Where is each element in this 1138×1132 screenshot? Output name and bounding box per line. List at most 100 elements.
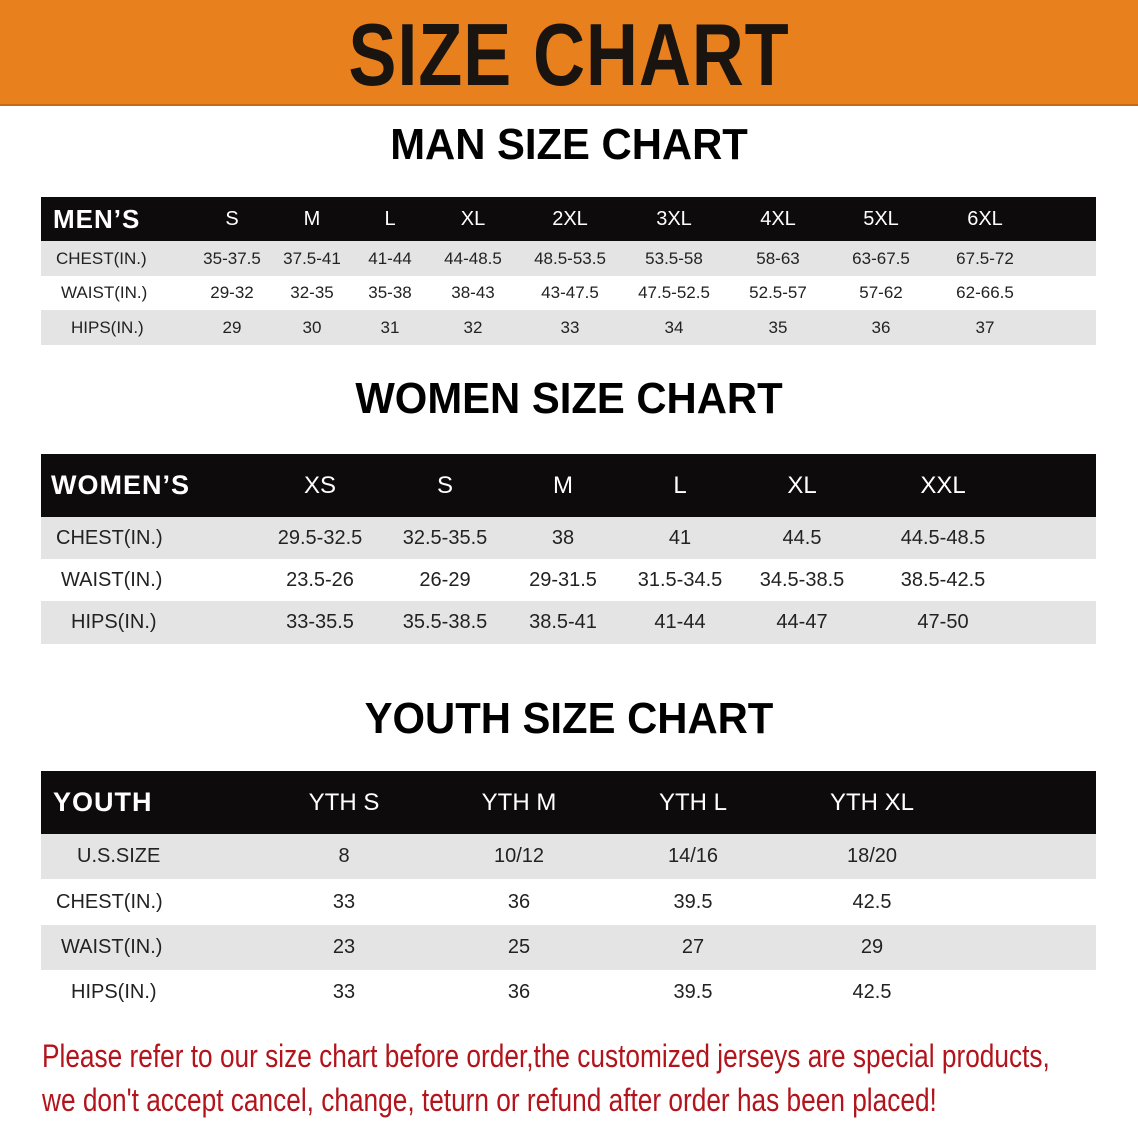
table-cell: 39.5 — [673, 981, 713, 1003]
table-row: WAIST(IN.) 23 25 27 29 — [41, 925, 1096, 970]
table-cell: 57-62 — [859, 283, 903, 302]
table-cell: 62-66.5 — [956, 283, 1014, 302]
header-label: WOMEN’S — [51, 470, 190, 500]
table-cell: 32-35 — [290, 283, 334, 302]
table-cell: 25 — [507, 936, 531, 958]
size-header: 2XL — [552, 207, 588, 230]
table-cell: 32 — [463, 317, 483, 337]
table-cell: 53.5-58 — [645, 248, 703, 268]
table-cell: 67.5-72 — [956, 248, 1014, 268]
table-cell: 35-37.5 — [203, 248, 261, 268]
men-size-table: MEN’S S M L XL 2XL 3XL 4XL 5XL 6XL CHEST(IN.) 35-37… — [41, 197, 1096, 345]
size-header: 3XL — [656, 207, 692, 230]
size-header: L — [673, 471, 687, 499]
size-header: 5XL — [863, 207, 899, 230]
table-row: HIPS(IN.) 33 36 39.5 42.5 — [41, 970, 1096, 1015]
table-cell: 52.5-57 — [749, 283, 807, 302]
table-cell: 44-47 — [776, 611, 828, 633]
header-row: MEN’S S M L XL 2XL 3XL 4XL 5XL 6XL — [41, 197, 1096, 241]
table-cell: 31 — [380, 317, 400, 337]
size-header: M — [553, 471, 573, 499]
size-header: XL — [787, 471, 817, 499]
size-header: M — [303, 207, 321, 230]
table-cell: 38-43 — [451, 283, 495, 302]
table-row: HIPS(IN.) 29 30 31 32 33 34 35 36 37 — [41, 310, 1096, 345]
table-cell: 26-29 — [419, 568, 471, 591]
table-row: CHEST(IN.) 33 36 39.5 42.5 — [41, 879, 1096, 925]
table-cell: 48.5-53.5 — [534, 248, 606, 268]
table-cell: 36 — [507, 890, 531, 913]
table-cell: 42.5 — [852, 981, 892, 1003]
table-cell: 37.5-41 — [283, 248, 341, 268]
table-cell: 43-47.5 — [541, 283, 599, 302]
size-header: 6XL — [967, 207, 1003, 230]
table-cell: 36 — [507, 981, 531, 1003]
table-cell: 47-50 — [917, 611, 969, 633]
table-cell: 39.5 — [673, 890, 713, 913]
table-cell: 63-67.5 — [852, 248, 910, 268]
table-row: U.S.SIZE 8 10/12 14/16 18/20 — [41, 834, 1096, 879]
size-header: L — [384, 207, 396, 230]
table-cell: 29-32 — [210, 283, 254, 302]
table-row: CHEST(IN.) 35-37.5 37.5-41 41-44 44-48.5 48.5… — [41, 241, 1096, 276]
table-cell: 58-63 — [756, 248, 800, 268]
table-row: CHEST(IN.) 29.5-32.5 32.5-35.5 38 41 44.5 44.5… — [41, 517, 1096, 559]
table-cell: 29 — [222, 317, 242, 337]
size-header: XXL — [920, 471, 966, 499]
header-row: WOMEN’S XS S M L XL XXL — [41, 454, 1096, 517]
table-cell: 33 — [560, 317, 580, 337]
men-section-title: MAN SIZE CHART — [390, 120, 748, 169]
table-cell: 38.5-41 — [529, 611, 597, 633]
size-header: YTH S — [308, 788, 380, 816]
women-size-table: WOMEN’S XS S M L XL XXL CHEST(IN.) 29.5-32.5 32.5… — [41, 454, 1096, 644]
table-cell: 41-44 — [654, 611, 706, 633]
row-label: HIPS(IN.) — [71, 611, 157, 633]
table-cell: 47.5-52.5 — [638, 283, 710, 302]
row-label: CHEST(IN.) — [56, 248, 147, 268]
table-cell: 27 — [681, 936, 705, 958]
table-cell: 18/20 — [846, 845, 898, 867]
table-row: WAIST(IN.) 23.5-26 26-29 29-31.5 31.5-34.5 34… — [41, 559, 1096, 601]
table-cell: 29 — [860, 936, 884, 958]
banner-title: SIZE CHART — [348, 5, 790, 104]
table-cell: 35 — [768, 317, 788, 337]
row-label: WAIST(IN.) — [61, 936, 163, 958]
note-line-2: we don't accept cancel, change, teturn o… — [42, 1082, 937, 1118]
table-cell: 41-44 — [368, 248, 412, 268]
table-cell: 23.5-26 — [286, 568, 354, 591]
table-cell: 44.5-48.5 — [900, 526, 986, 549]
table-cell: 38.5-42.5 — [900, 568, 986, 591]
row-label: HIPS(IN.) — [71, 317, 144, 337]
table-cell: 41 — [668, 526, 692, 549]
header-label: YOUTH — [53, 787, 153, 817]
row-label: CHEST(IN.) — [56, 890, 163, 913]
table-cell: 10/12 — [493, 845, 545, 867]
table-cell: 23 — [332, 936, 356, 958]
table-cell: 36 — [871, 317, 891, 337]
table-cell: 29-31.5 — [529, 568, 597, 591]
table-row: WAIST(IN.) 29-32 32-35 35-38 38-43 43-47.5 47.… — [41, 276, 1096, 310]
table-cell: 44.5 — [782, 526, 822, 549]
table-cell: 35.5-38.5 — [402, 611, 488, 633]
row-label: WAIST(IN.) — [61, 283, 148, 302]
size-header: S — [225, 207, 239, 230]
women-section-title: WOMEN SIZE CHART — [355, 374, 783, 423]
youth-size-table: YOUTH YTH S YTH M YTH L YTH XL U.S.SIZE 8 10/12… — [41, 771, 1096, 1015]
table-cell: 30 — [302, 317, 322, 337]
table-cell: 38 — [551, 526, 575, 549]
table-cell: 31.5-34.5 — [637, 568, 723, 591]
table-cell: 34.5-38.5 — [759, 568, 845, 591]
size-header: YTH L — [658, 788, 728, 816]
row-label: CHEST(IN.) — [56, 526, 163, 549]
table-cell: 34 — [664, 317, 684, 337]
row-label: HIPS(IN.) — [71, 981, 157, 1003]
banner: SIZE CHART — [0, 0, 1138, 106]
size-header: S — [436, 471, 454, 499]
size-header: XL — [460, 207, 486, 230]
note-line-1: Please refer to our size chart before or… — [42, 1038, 1050, 1074]
table-cell: 44-48.5 — [444, 248, 502, 268]
size-header: YTH XL — [829, 788, 915, 816]
size-header: 4XL — [760, 207, 796, 230]
table-cell: 42.5 — [852, 890, 892, 913]
header-label: MEN’S — [53, 203, 141, 234]
